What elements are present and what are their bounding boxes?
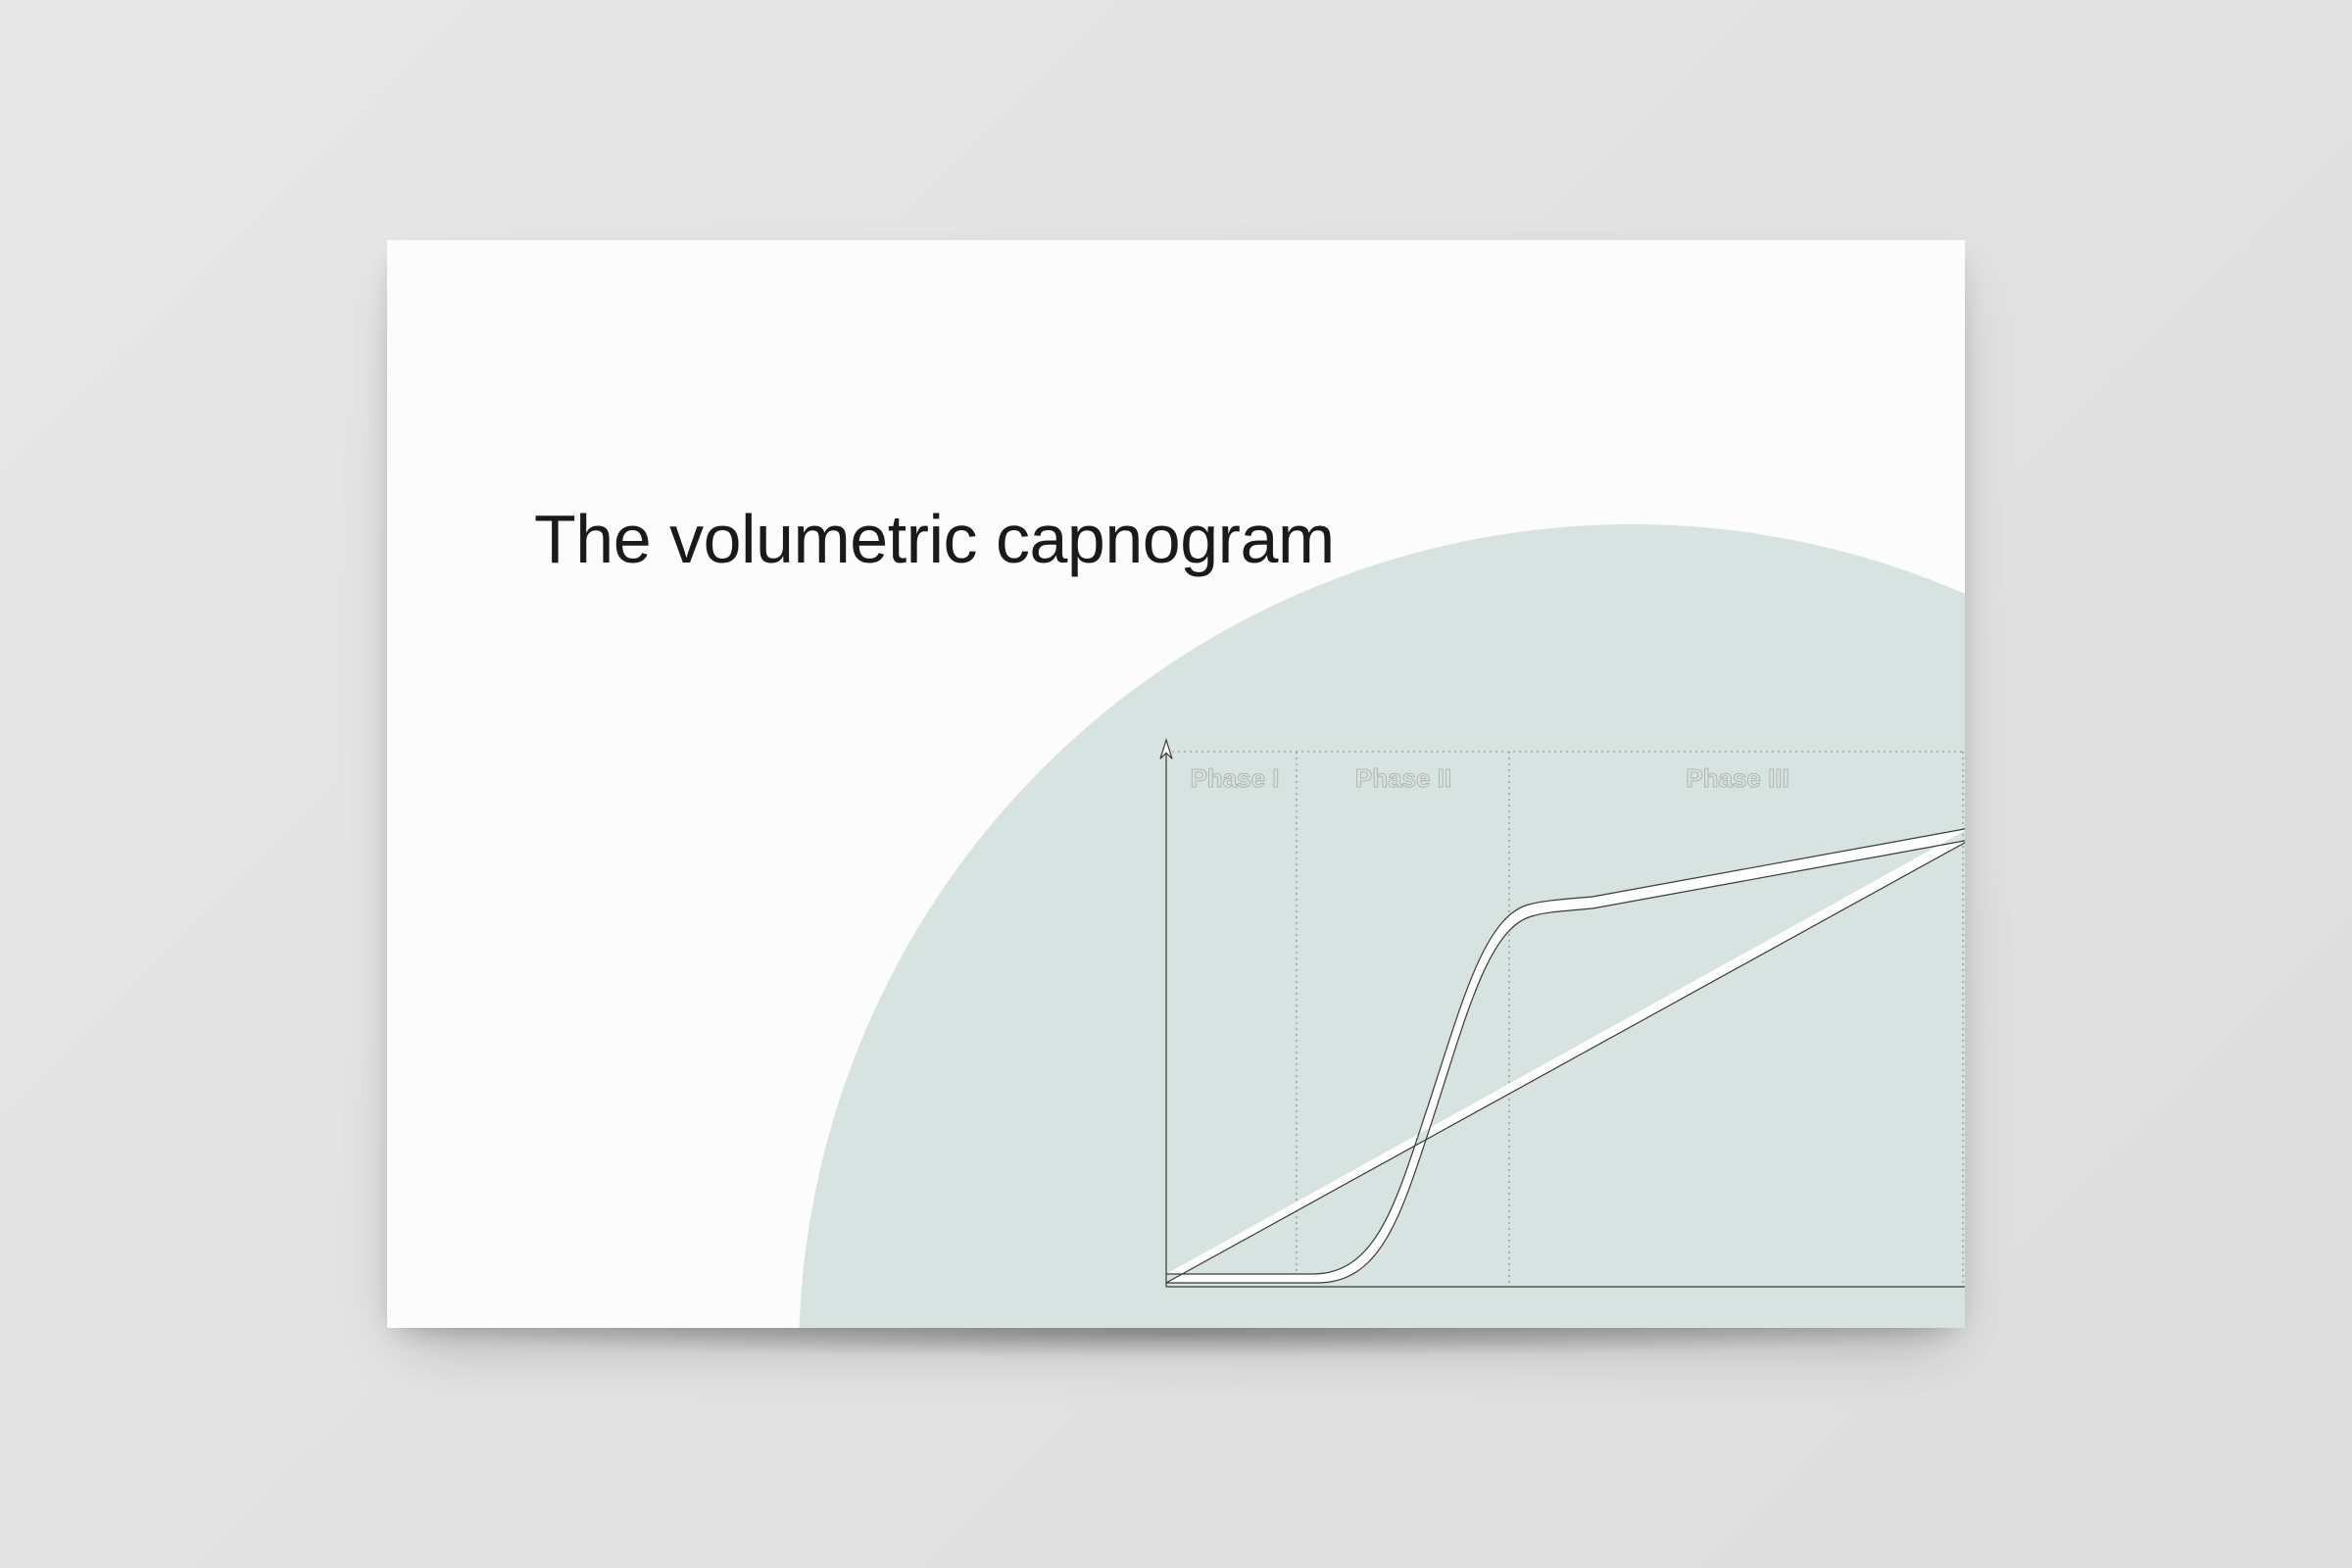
slide-title: The volumetric capnogram bbox=[534, 500, 1335, 578]
card-wrapper: The volumetric capnogram Phase I Phase II… bbox=[387, 240, 1965, 1328]
phase-label: Phase III bbox=[1686, 763, 1789, 793]
chart-svg: Phase I Phase II Phase III bbox=[1122, 730, 1965, 1328]
slide-card: The volumetric capnogram Phase I Phase II… bbox=[387, 240, 1965, 1328]
phase-label: Phase II bbox=[1355, 763, 1451, 793]
phase-label: Phase I bbox=[1190, 763, 1279, 793]
capnogram-chart: Phase I Phase II Phase III bbox=[1122, 730, 1965, 1328]
